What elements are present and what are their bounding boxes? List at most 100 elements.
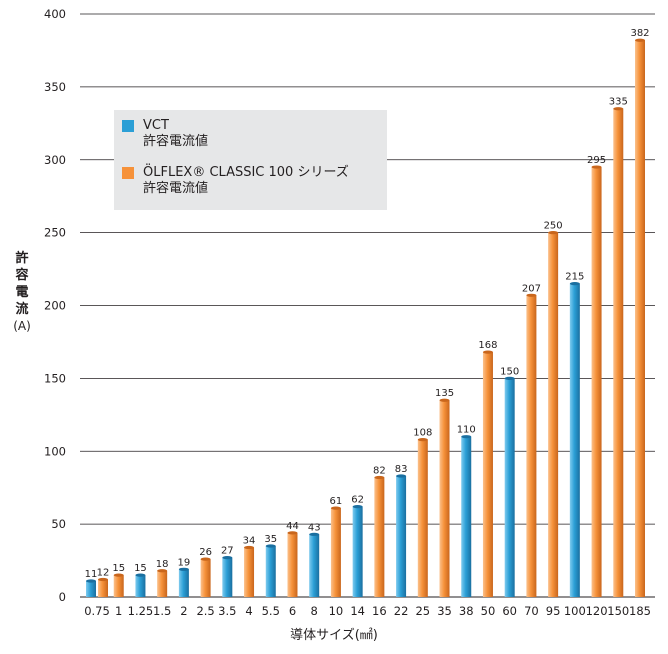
legend-swatch-olflex	[122, 167, 134, 179]
data-label: 12	[97, 568, 110, 579]
legend-sublabel-olflex: 許容電流値	[143, 181, 209, 196]
data-label: 18	[156, 559, 169, 570]
x-tick-label: 4	[245, 604, 252, 618]
data-label: 82	[373, 465, 386, 476]
data-label: 150	[500, 366, 519, 377]
data-label: 207	[522, 283, 541, 294]
bar-olflex	[613, 107, 624, 598]
bar-olflex	[330, 506, 341, 597]
legend: VCT 許容電流値 ÖLFLEX® CLASSIC 100 シリーズ 許容電流値	[114, 110, 387, 210]
bar-olflex	[244, 545, 255, 597]
bar-olflex	[526, 293, 537, 597]
x-tick-label: 25	[415, 604, 430, 618]
x-tick-label: 120	[586, 604, 608, 618]
data-label: 34	[243, 535, 256, 546]
bar-vct	[222, 556, 233, 597]
x-tick-label: 8	[311, 604, 318, 618]
x-tick-label: 5.5	[262, 604, 280, 618]
x-tick-label: 0.75	[84, 604, 110, 618]
y-axis-label-char: 電	[15, 285, 29, 300]
x-tick-label: 50	[481, 604, 496, 618]
legend-label-vct: VCT	[143, 118, 169, 133]
x-tick-label: 3.5	[218, 604, 236, 618]
y-tick-label: 250	[44, 226, 66, 240]
y-axis-label: 許 容 電 流 (A)	[10, 250, 34, 335]
bar-olflex	[548, 231, 559, 597]
y-axis-label-char: 許	[15, 251, 29, 266]
y-tick-label: 300	[44, 153, 66, 167]
data-label: 295	[587, 155, 606, 166]
data-label: 11	[85, 569, 98, 580]
data-label: 62	[351, 495, 364, 506]
bar-vct	[265, 544, 276, 597]
y-axis-unit: (A)	[13, 319, 31, 333]
x-tick-label: 70	[524, 604, 539, 618]
legend-label-olflex: ÖLFLEX® CLASSIC 100 シリーズ	[143, 165, 349, 180]
data-label: 215	[565, 272, 584, 283]
bar-olflex	[200, 557, 211, 597]
bar-olflex	[439, 398, 450, 597]
bar-olflex	[635, 38, 645, 598]
x-tick-label: 1.25	[128, 604, 154, 618]
bar-olflex	[113, 573, 124, 597]
bar-vct	[504, 376, 515, 597]
y-tick-label: 0	[59, 590, 66, 604]
x-tick-label: 16	[372, 604, 387, 618]
x-tick-label: 2	[180, 604, 187, 618]
data-label: 110	[457, 425, 476, 436]
data-label: 61	[330, 496, 343, 507]
data-label: 15	[112, 563, 125, 574]
data-label: 19	[178, 557, 191, 568]
data-label: 382	[630, 28, 649, 39]
x-tick-label: 1	[115, 604, 122, 618]
bar-vct	[309, 532, 320, 597]
data-label: 43	[308, 522, 321, 533]
data-label: 83	[395, 464, 408, 475]
y-tick-label: 50	[51, 517, 66, 531]
bar-olflex	[157, 569, 168, 597]
x-axis-label: 導体サイズ(㎟)	[290, 628, 378, 643]
data-label: 27	[221, 546, 234, 557]
x-tick-label: 100	[564, 604, 586, 618]
legend-sublabel-vct: 許容電流値	[143, 134, 209, 149]
x-tick-label: 2.5	[196, 604, 214, 618]
y-tick-label: 350	[44, 80, 66, 94]
x-tick-label: 14	[350, 604, 365, 618]
x-tick-label: 1.5	[153, 604, 171, 618]
data-label: 250	[544, 221, 563, 232]
bar-olflex	[98, 577, 108, 597]
y-axis-label-char: 容	[15, 268, 29, 283]
data-label: 335	[609, 97, 628, 108]
data-label: 15	[134, 563, 147, 574]
data-label: 26	[199, 547, 212, 558]
x-tick-label: 35	[437, 604, 452, 618]
x-tick-label: 38	[459, 604, 474, 618]
y-tick-label: 150	[44, 371, 66, 385]
bar-vct	[569, 282, 580, 597]
bar-olflex	[591, 165, 602, 597]
x-tick-label: 185	[629, 604, 651, 618]
bar-vct	[396, 474, 407, 597]
bar-olflex	[374, 475, 385, 597]
bar-olflex	[482, 350, 493, 597]
x-tick-label: 10	[329, 604, 344, 618]
data-label: 108	[413, 428, 432, 439]
y-tick-label: 100	[44, 444, 66, 458]
bar-vct	[135, 573, 146, 597]
bar-vct	[86, 579, 96, 597]
data-label: 135	[435, 388, 454, 399]
bar-olflex	[417, 437, 428, 597]
x-tick-label: 22	[394, 604, 409, 618]
legend-swatch-vct	[122, 120, 134, 132]
y-axis-label-char: 流	[15, 302, 29, 317]
x-tick-label: 150	[607, 604, 629, 618]
bar-vct	[178, 567, 189, 597]
x-tick-label: 95	[546, 604, 561, 618]
bar-vct	[352, 505, 363, 597]
data-label: 35	[264, 534, 277, 545]
x-tick-label: 6	[289, 604, 296, 618]
bar-vct	[461, 435, 472, 597]
data-label: 44	[286, 521, 299, 532]
y-tick-label: 200	[44, 299, 66, 313]
